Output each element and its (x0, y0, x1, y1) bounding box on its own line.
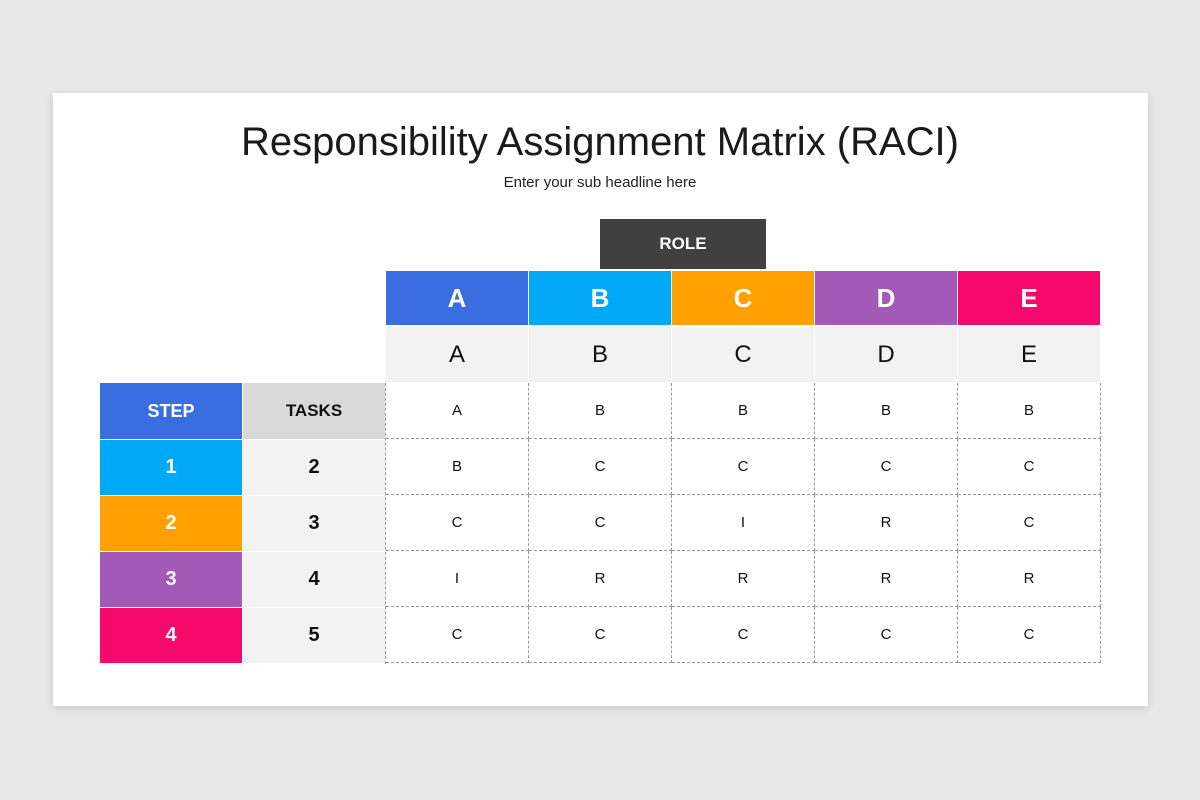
raci-cell: C (958, 495, 1101, 551)
step-number: 4 (100, 608, 242, 663)
step-header: STEP (100, 383, 242, 439)
raci-cell: B (529, 383, 672, 439)
raci-cell: A (386, 383, 529, 439)
role-header: D (815, 271, 957, 325)
raci-cell: C (672, 439, 815, 495)
role-subheader: A (386, 327, 528, 382)
step-number: 2 (100, 496, 242, 551)
raci-cell: B (672, 383, 815, 439)
subtitle: Enter your sub headline here (503, 174, 697, 191)
raci-cell: C (529, 439, 672, 495)
raci-cell: C (529, 607, 672, 663)
raci-cell: R (815, 551, 958, 607)
role-label: ROLE (600, 219, 766, 269)
raci-cell: B (815, 383, 958, 439)
title: Responsibility Assignment Matrix (RACI) (241, 120, 959, 164)
raci-cell: C (815, 439, 958, 495)
raci-cell: I (386, 551, 529, 607)
raci-cell: C (386, 607, 529, 663)
task-number: 2 (243, 440, 385, 495)
raci-cell: C (958, 439, 1101, 495)
raci-cell: R (672, 551, 815, 607)
raci-cell: C (958, 607, 1101, 663)
raci-cell: B (958, 383, 1101, 439)
task-number: 4 (243, 552, 385, 607)
role-header: A (386, 271, 528, 325)
raci-cell: I (672, 495, 815, 551)
tasks-header: TASKS (243, 383, 385, 439)
role-subheader: E (958, 327, 1100, 382)
task-number: 3 (243, 496, 385, 551)
role-header: C (672, 271, 814, 325)
raci-cell: R (529, 551, 672, 607)
role-subheader: C (672, 327, 814, 382)
raci-cell: C (815, 607, 958, 663)
role-subheader: B (529, 327, 671, 382)
role-subheader: D (815, 327, 957, 382)
step-number: 1 (100, 440, 242, 495)
raci-cell: R (958, 551, 1101, 607)
raci-cell: C (672, 607, 815, 663)
step-number: 3 (100, 552, 242, 607)
raci-cell: B (386, 439, 529, 495)
raci-cell: C (529, 495, 672, 551)
role-header: B (529, 271, 671, 325)
matrix-border (385, 383, 1102, 664)
role-header: E (958, 271, 1100, 325)
raci-cell: C (386, 495, 529, 551)
task-number: 5 (243, 608, 385, 663)
raci-cell: R (815, 495, 958, 551)
